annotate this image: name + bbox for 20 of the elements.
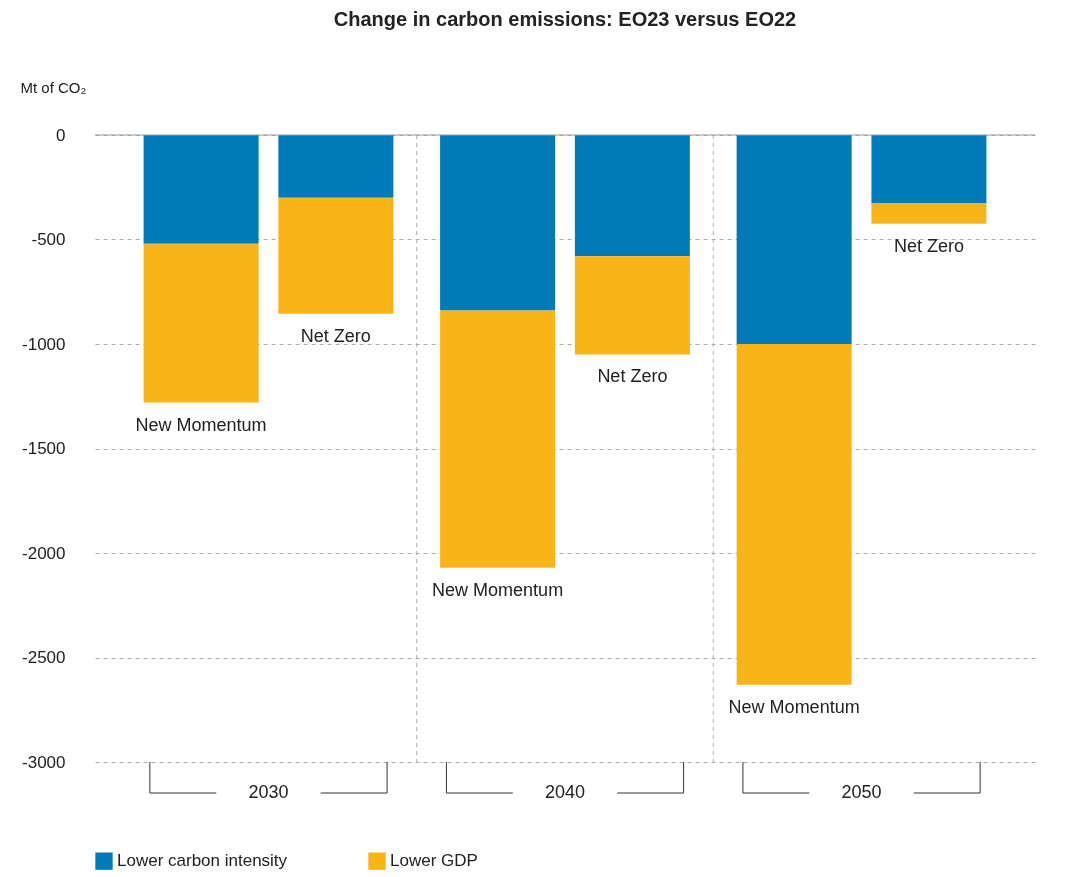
y-tick-label: -3000 [22,752,66,772]
y-tick-label: -2000 [22,543,66,563]
y-axis-title: Mt of CO₂ [20,78,87,96]
y-tick-label: -500 [31,230,66,249]
y-tick-label: -1500 [22,439,66,458]
x-tick-label: Net Zero [893,235,964,256]
x-tick-label: New Momentum [432,579,564,600]
y-tick-label: 0 [56,125,66,145]
legend-label: Lower GDP [390,851,478,871]
x-tick-label: Net Zero [300,325,371,346]
y-tick-label: -1000 [22,334,66,354]
legend-label: Lower carbon intensity [117,851,288,871]
text: 2030 [248,782,289,802]
text: 2050 [841,782,882,802]
x-tick-label: Net Zero [597,366,668,387]
y-tick-label: -2500 [22,648,66,667]
chart-title: Change in carbon emissions: EO23 versus EO22 [333,8,797,30]
x-tick-label: New Momentum [135,414,267,435]
text: 2040 [544,782,586,802]
x-tick-label: New Momentum [728,696,860,717]
